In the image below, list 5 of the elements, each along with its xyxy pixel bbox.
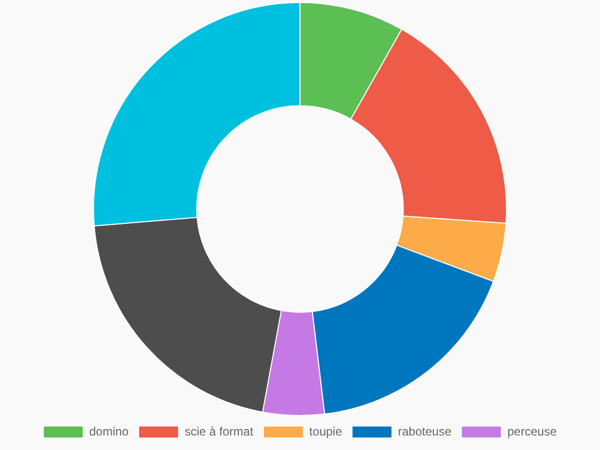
legend-label: perceuse [507,424,558,438]
legend-label: toupie [309,424,342,438]
legend-label: scie à format [184,424,254,438]
legend-label: domino [89,424,129,438]
legend-label: raboteuse [398,424,452,438]
